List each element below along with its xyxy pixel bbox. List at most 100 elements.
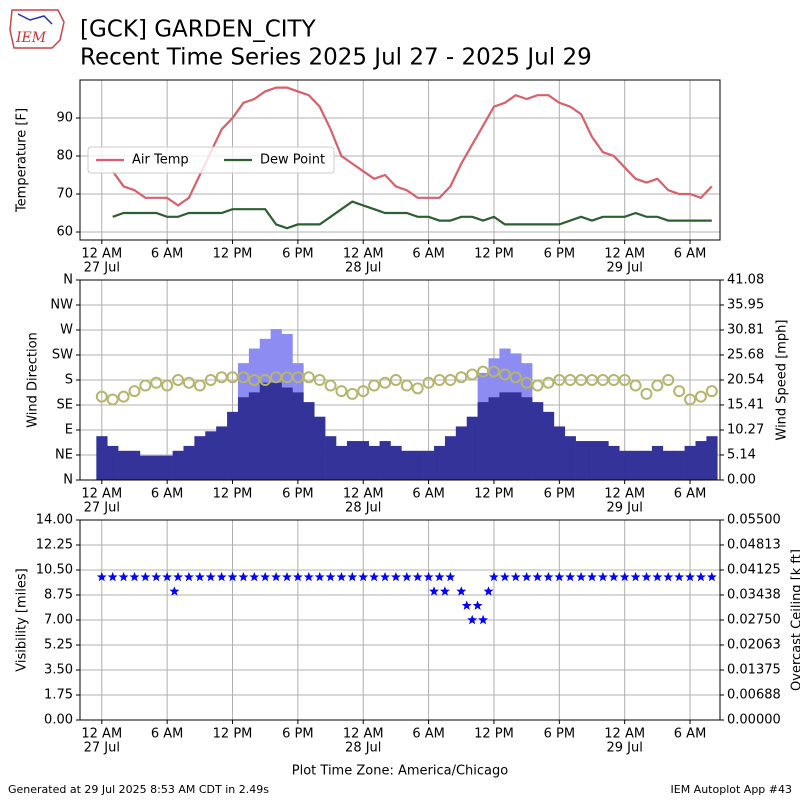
star: [173, 571, 183, 582]
bar: [630, 450, 642, 480]
x-date-label: 29 Jul: [607, 741, 643, 756]
point: [640, 387, 653, 400]
star: [271, 571, 281, 582]
point: [389, 374, 402, 386]
point: [324, 379, 337, 392]
y-tick-label: 7.00: [44, 613, 73, 628]
x-tick-label: 12 PM: [474, 727, 514, 742]
y-tick-label: 10.50: [36, 563, 73, 578]
star: [696, 571, 706, 582]
x-tick-label: 6 AM: [151, 487, 184, 502]
plot-frame: [79, 519, 721, 721]
bar: [183, 445, 195, 480]
bar: [510, 392, 522, 480]
bar: [466, 416, 478, 480]
y2-tick-label: 10.27: [727, 423, 764, 438]
x-date-label: 27 Jul: [84, 501, 120, 516]
y2-tick-label: 20.54: [727, 373, 764, 388]
y2-axis-label: Overcast Ceiling [k ft]: [790, 549, 800, 691]
point: [117, 390, 130, 403]
x-tick-label: 6 AM: [151, 247, 184, 262]
y2-tick-label: 35.95: [727, 297, 764, 312]
bar: [575, 441, 587, 480]
point: [444, 374, 457, 386]
y-tick-label: N: [63, 473, 73, 488]
logo-text: IEM: [15, 30, 47, 46]
x-tick-label: 6 AM: [412, 247, 445, 262]
bar: [662, 450, 675, 480]
point: [106, 393, 119, 406]
point: [618, 374, 631, 386]
x-tick-label: 6 AM: [674, 487, 707, 502]
bar: [161, 455, 173, 480]
star: [194, 571, 205, 582]
bar: [423, 450, 435, 480]
x-tick-label: 12 AM: [343, 487, 384, 502]
bar: [129, 450, 141, 480]
y-tick-label: 8.75: [44, 588, 73, 603]
point: [237, 371, 250, 384]
x-tick-label: 6 PM: [544, 247, 575, 262]
bar: [477, 402, 489, 480]
y-tick-label: 5.25: [44, 638, 73, 653]
star: [118, 571, 129, 582]
plot-frame: [79, 79, 721, 241]
x-axis-label: Plot Time Zone: America/Chicago: [292, 764, 508, 779]
bar: [673, 450, 685, 480]
y-axis-label: Visibility [miles]: [15, 568, 30, 671]
point: [161, 379, 174, 392]
bar: [292, 392, 304, 480]
star: [472, 600, 483, 610]
bar: [651, 445, 664, 480]
bar: [357, 441, 369, 480]
star: [630, 571, 641, 582]
point: [498, 368, 511, 381]
bar: [346, 441, 359, 480]
plot-frame: [79, 279, 721, 481]
bar: [401, 450, 413, 480]
star: [510, 571, 521, 582]
y-tick-label: N: [63, 273, 73, 288]
bar: [488, 397, 500, 480]
y2-axis-label: Wind Speed [mph]: [775, 320, 790, 441]
star: [456, 586, 467, 596]
bar: [608, 445, 620, 480]
star: [423, 571, 434, 582]
y2-tick-label: 25.68: [727, 347, 764, 362]
y-tick-label: 80: [56, 149, 73, 164]
y2-tick-label: 0.00: [727, 473, 756, 488]
bar: [434, 445, 446, 480]
star: [440, 586, 450, 596]
point: [357, 385, 370, 398]
x-tick-label: 6 AM: [412, 727, 445, 742]
star: [140, 571, 151, 582]
bar: [237, 397, 250, 480]
star: [587, 571, 597, 582]
y2-tick-label: 0.00688: [727, 687, 781, 702]
y-tick-label: 1.75: [44, 688, 73, 703]
bar: [641, 450, 653, 480]
star: [380, 571, 390, 582]
star: [129, 571, 140, 582]
y-axis-label: Wind Direction: [26, 332, 41, 428]
x-tick-label: 12 AM: [604, 727, 645, 742]
bar: [542, 411, 555, 480]
bar: [336, 445, 348, 480]
point: [520, 376, 533, 389]
point: [531, 379, 544, 392]
point: [313, 374, 326, 386]
x-date-label: 29 Jul: [607, 261, 643, 276]
star: [169, 586, 180, 596]
y-tick-label: E: [65, 423, 73, 438]
line: [112, 200, 712, 230]
x-tick-label: 12 AM: [343, 247, 384, 262]
logo: IEM: [9, 9, 65, 49]
bar: [412, 450, 424, 480]
y-tick-label: 90: [56, 111, 73, 126]
y2-tick-label: 0.04125: [727, 563, 781, 578]
bar: [684, 445, 696, 480]
x-tick-label: 12 AM: [604, 247, 645, 262]
star: [151, 571, 162, 582]
point: [411, 382, 424, 395]
point: [694, 390, 707, 403]
